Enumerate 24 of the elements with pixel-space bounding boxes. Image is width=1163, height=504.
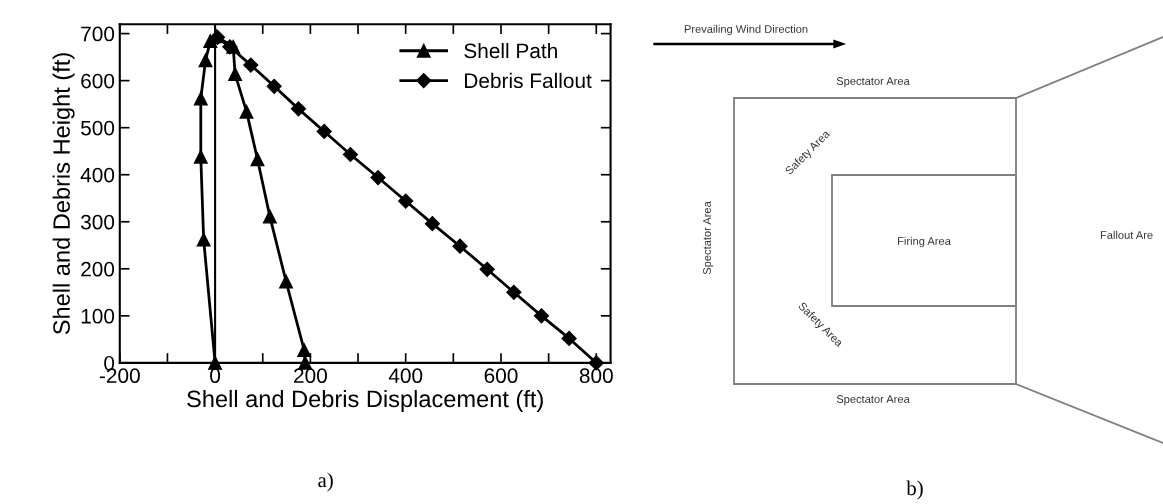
text: Spectator Area (836, 77, 910, 88)
legend-label: Shell Path (464, 42, 557, 59)
x-tick-label: 400 (388, 368, 423, 384)
text: Spectator Area (703, 201, 714, 275)
x-tick-label: 200 (294, 368, 327, 384)
y-tick-label: 600 (81, 73, 115, 89)
y-axis-title: Shell and Debris Height (ft) (52, 53, 75, 335)
text: Firing Area (898, 236, 951, 248)
legend-label: Debris Fallout (465, 72, 592, 89)
y-tick-label: 200 (81, 261, 115, 277)
y-tick-label: 100 (81, 308, 115, 324)
y-tick-label: 700 (81, 26, 115, 42)
y-tick-label: 400 (80, 167, 115, 183)
x-tick-label: 800 (579, 368, 613, 384)
text: b) (906, 480, 923, 500)
text: a) (318, 472, 333, 492)
text: Spectator Area (836, 395, 910, 406)
y-tick-label: 300 (80, 214, 115, 230)
y-tick-label: 500 (81, 120, 115, 136)
x-tick-label: 600 (484, 368, 518, 384)
x-tick-label: 0 (210, 368, 221, 384)
text: Fallout Are (1100, 230, 1153, 239)
x-axis-title: Shell and Debris Displacement (ft) (187, 389, 543, 412)
text: Prevailing Wind Direction (684, 24, 808, 36)
